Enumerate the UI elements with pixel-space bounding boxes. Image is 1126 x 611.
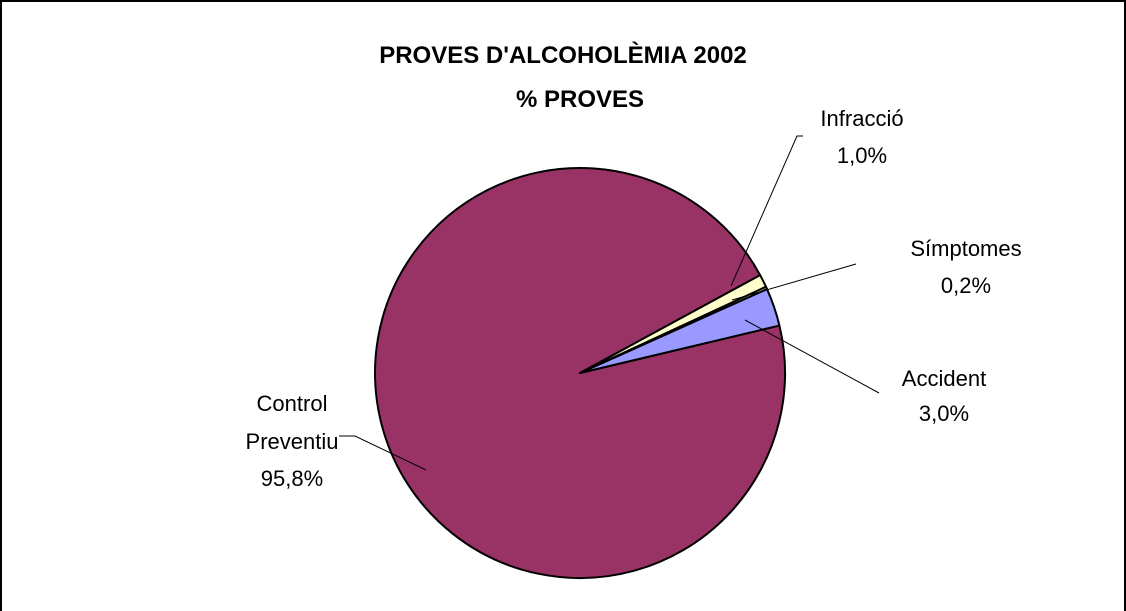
slice-value-accident: 3,0% <box>919 401 969 426</box>
data-label-infraccio: Infracció 1,0% <box>820 106 903 168</box>
chart-title: PROVES D'ALCOHOLÈMIA 2002 <box>379 41 747 69</box>
leader-line-simptomes <box>731 263 857 301</box>
chart-subtitle: % PROVES <box>516 86 644 113</box>
data-label-simptomes: Símptomes 0,2% <box>910 236 1021 298</box>
slice-name-simptomes: Símptomes <box>910 236 1021 261</box>
slice-name-control-preventiu: Control <box>257 391 328 416</box>
slice-value-control-preventiu: 95,8% <box>261 466 323 491</box>
slice-value-simptomes: 0,2% <box>941 273 991 298</box>
slice-name-accident: Accident <box>902 366 986 391</box>
leader-line-accident <box>744 319 880 394</box>
data-label-accident: Accident 3,0% <box>902 366 986 426</box>
slice-name-infraccio: Infracció <box>820 106 903 131</box>
slice-name-control-preventiu: Preventiu <box>246 429 339 454</box>
slice-value-infraccio: 1,0% <box>837 143 887 168</box>
data-label-control-preventiu: Control Preventiu 95,8% <box>246 391 339 491</box>
leader-line-infraccio <box>730 135 803 287</box>
pie-slice-infraccio <box>579 274 767 374</box>
leader-line-control-preventiu <box>339 435 427 471</box>
